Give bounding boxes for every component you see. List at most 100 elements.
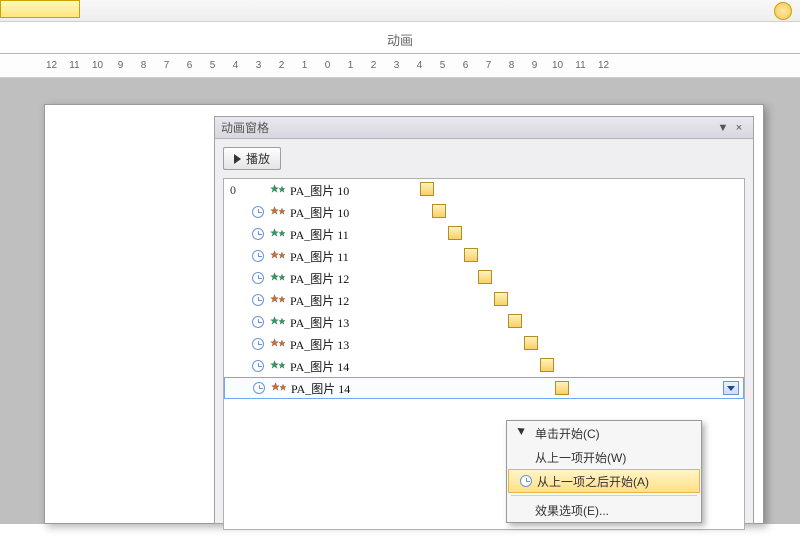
animation-row[interactable]: PA_图片 14 xyxy=(224,355,744,377)
ruler-mark: 3 xyxy=(247,60,270,71)
menu-item-label: 从上一项之后开始(A) xyxy=(537,473,649,490)
animation-row[interactable]: PA_图片 13 xyxy=(224,333,744,355)
animation-target-name: PA_图片 14 xyxy=(290,358,420,375)
play-button-label: 播放 xyxy=(246,150,270,167)
trigger-icon xyxy=(248,360,268,372)
row-sequence: 0 xyxy=(230,183,248,198)
timeline-block[interactable] xyxy=(540,358,554,372)
effect-icon xyxy=(269,381,291,395)
menu-item[interactable]: 从上一项之后开始(A) xyxy=(508,469,700,493)
animation-row[interactable]: PA_图片 12 xyxy=(224,267,744,289)
quick-access-bar xyxy=(0,0,800,22)
ruler-mark: 6 xyxy=(178,60,201,71)
animation-row[interactable]: PA_图片 10 xyxy=(224,201,744,223)
trigger-icon xyxy=(248,272,268,284)
ruler-mark: 8 xyxy=(132,60,155,71)
ruler-mark: 0 xyxy=(316,60,339,71)
clock-icon xyxy=(520,475,532,487)
menu-item[interactable]: 单击开始(C) xyxy=(507,421,701,445)
ruler-mark: 2 xyxy=(270,60,293,71)
trigger-icon xyxy=(248,338,268,350)
timeline-block[interactable] xyxy=(508,314,522,328)
animation-row[interactable]: PA_图片 12 xyxy=(224,289,744,311)
timeline-block[interactable] xyxy=(464,248,478,262)
animation-target-name: PA_图片 10 xyxy=(290,204,420,221)
ruler-mark: 12 xyxy=(592,60,615,71)
trigger-icon xyxy=(248,294,268,306)
close-icon[interactable]: × xyxy=(731,120,747,136)
timeline[interactable] xyxy=(420,311,744,333)
horizontal-ruler: 1211109876543210123456789101112 xyxy=(0,54,800,78)
trigger-icon xyxy=(249,382,269,394)
trigger-icon xyxy=(248,250,268,262)
trigger-icon xyxy=(248,316,268,328)
timeline-block[interactable] xyxy=(494,292,508,306)
timeline-block[interactable] xyxy=(524,336,538,350)
effect-icon xyxy=(268,293,290,307)
timeline[interactable] xyxy=(420,355,744,377)
animation-target-name: PA_图片 12 xyxy=(290,270,420,287)
qat-anchor xyxy=(0,0,80,18)
ruler-mark: 5 xyxy=(201,60,224,71)
effect-icon xyxy=(268,227,290,241)
ruler-mark: 9 xyxy=(523,60,546,71)
timeline[interactable] xyxy=(420,245,744,267)
animation-target-name: PA_图片 11 xyxy=(290,248,420,265)
timeline-block[interactable] xyxy=(448,226,462,240)
timeline[interactable] xyxy=(420,289,744,311)
trigger-icon xyxy=(248,228,268,240)
play-icon xyxy=(234,154,241,164)
timeline[interactable] xyxy=(420,223,744,245)
ruler-mark: 7 xyxy=(477,60,500,71)
timeline[interactable] xyxy=(420,333,744,355)
effect-icon xyxy=(268,271,290,285)
effect-icon xyxy=(268,205,290,219)
pane-options-icon[interactable]: ▼ xyxy=(715,120,731,136)
effect-icon xyxy=(268,359,290,373)
ruler-mark: 2 xyxy=(362,60,385,71)
timeline[interactable] xyxy=(420,179,744,201)
animation-row[interactable]: PA_图片 14 xyxy=(224,377,744,399)
animation-target-name: PA_图片 11 xyxy=(290,226,420,243)
animation-row[interactable]: PA_图片 11 xyxy=(224,223,744,245)
ruler-mark: 11 xyxy=(63,60,86,71)
animation-pane-title: 动画窗格 xyxy=(221,119,715,136)
timeline-block[interactable] xyxy=(555,381,569,395)
timeline-block[interactable] xyxy=(478,270,492,284)
ruler-mark: 5 xyxy=(431,60,454,71)
effect-icon xyxy=(268,183,290,197)
ruler-mark: 9 xyxy=(109,60,132,71)
effect-icon xyxy=(268,337,290,351)
menu-separator xyxy=(511,495,697,496)
timeline-block[interactable] xyxy=(432,204,446,218)
row-dropdown-icon[interactable] xyxy=(723,381,739,395)
ruler-mark: 10 xyxy=(546,60,569,71)
animation-target-name: PA_图片 13 xyxy=(290,314,420,331)
ruler-mark: 11 xyxy=(569,60,592,71)
ruler-mark: 6 xyxy=(454,60,477,71)
animation-row[interactable]: PA_图片 11 xyxy=(224,245,744,267)
ruler-mark: 4 xyxy=(408,60,431,71)
timeline-block[interactable] xyxy=(420,182,434,196)
animation-row[interactable]: PA_图片 13 xyxy=(224,311,744,333)
play-button[interactable]: 播放 xyxy=(223,147,281,170)
ruler-mark: 12 xyxy=(40,60,63,71)
mouse-icon xyxy=(519,426,529,440)
menu-item-label: 从上一项开始(W) xyxy=(535,449,626,466)
animation-target-name: PA_图片 13 xyxy=(290,336,420,353)
animation-pane-header: 动画窗格 ▼ × xyxy=(215,117,753,139)
menu-item[interactable]: 效果选项(E)... xyxy=(507,498,701,522)
help-icon[interactable] xyxy=(774,2,792,20)
menu-item[interactable]: 从上一项开始(W) xyxy=(507,445,701,469)
ruler-mark: 4 xyxy=(224,60,247,71)
timeline[interactable] xyxy=(420,267,744,289)
trigger-icon xyxy=(248,206,268,218)
ruler-mark: 8 xyxy=(500,60,523,71)
animation-target-name: PA_图片 12 xyxy=(290,292,420,309)
timeline[interactable] xyxy=(420,201,744,223)
timeline[interactable] xyxy=(421,378,743,398)
animation-row[interactable]: 0 PA_图片 10 xyxy=(224,179,744,201)
context-menu: 单击开始(C) 从上一项开始(W) 从上一项之后开始(A) 效果选项(E)... xyxy=(506,420,702,523)
tab-animation[interactable]: 动画 xyxy=(367,26,433,53)
ruler-mark: 1 xyxy=(293,60,316,71)
